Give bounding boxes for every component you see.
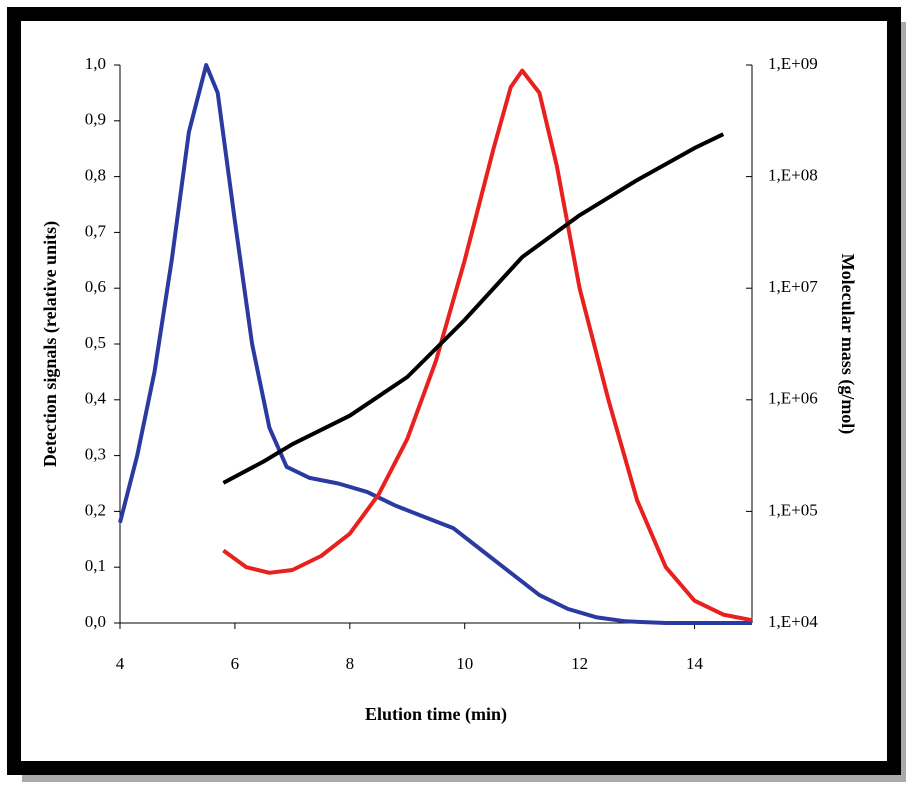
- line-series: [222, 132, 725, 485]
- y-tick-label: 0,2: [85, 500, 106, 519]
- y-tick-label: 0,1: [85, 556, 106, 575]
- y2-tick-label: 1,E+09: [768, 54, 818, 73]
- y2-tick-label: 1,E+07: [768, 277, 818, 296]
- y2-tick-label: 1,E+04: [768, 612, 818, 631]
- y-axis-title: Detection signals (relative units): [40, 221, 61, 467]
- x-tick-label: 4: [116, 654, 125, 673]
- frame: [7, 7, 901, 775]
- y2-axis-title: Molecular mass (g/mol): [837, 254, 858, 435]
- y-tick-label: 1,0: [85, 54, 106, 73]
- x-tick-label: 12: [571, 654, 588, 673]
- y-tick-label: 0,6: [85, 277, 106, 296]
- y-tick-label: 0,7: [85, 221, 107, 240]
- x-tick-label: 10: [456, 654, 473, 673]
- y-tick-label: 0,9: [85, 110, 106, 129]
- x-tick-label: 6: [231, 654, 240, 673]
- y2-tick-label: 1,E+06: [768, 389, 818, 408]
- line-series: [118, 63, 752, 625]
- y-tick-label: 0,0: [85, 612, 106, 631]
- x-axis-title: Elution time (min): [365, 704, 507, 725]
- x-tick-label: 14: [686, 654, 704, 673]
- y-tick-label: 0,8: [85, 166, 106, 185]
- x-tick-label: 8: [346, 654, 355, 673]
- line-series: [222, 68, 753, 623]
- y2-tick-label: 1,E+08: [768, 166, 818, 185]
- y-tick-label: 0,4: [85, 389, 107, 408]
- y2-tick-label: 1,E+05: [768, 500, 818, 519]
- y-tick-label: 0,3: [85, 445, 106, 464]
- y-tick-label: 0,5: [85, 333, 106, 352]
